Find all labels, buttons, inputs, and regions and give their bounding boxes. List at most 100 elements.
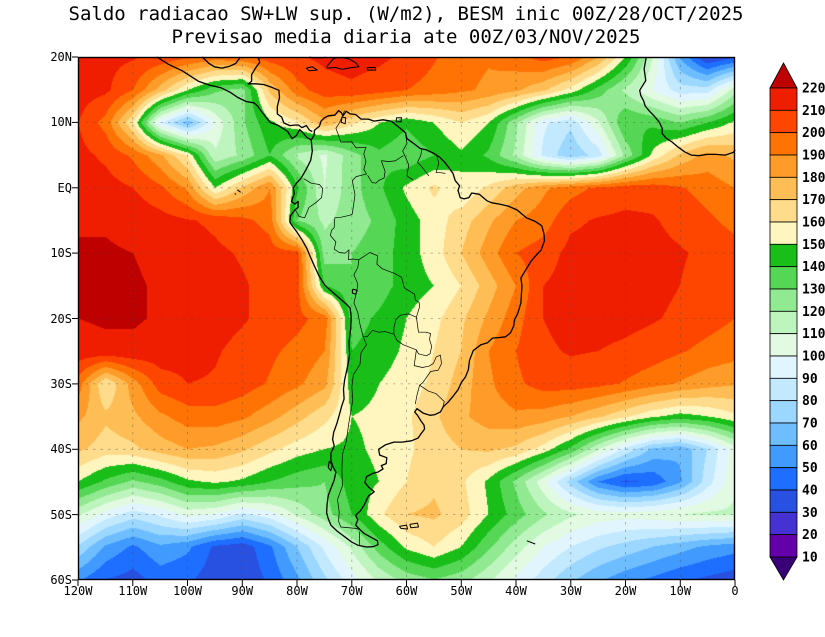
coastline bbox=[247, 56, 313, 133]
island-outline bbox=[399, 524, 409, 530]
lon-tick-label: 10W bbox=[669, 584, 692, 598]
lat-tick-label: 40S bbox=[50, 442, 72, 457]
lat-tick-label: 10S bbox=[50, 246, 72, 261]
lon-tick-label: 30W bbox=[559, 584, 582, 598]
lon-tick-label: 70W bbox=[340, 584, 363, 598]
colorbar-band bbox=[769, 109, 798, 134]
colorbar-tick-label: 40 bbox=[802, 484, 818, 499]
map-plot-area bbox=[72, 56, 736, 586]
island-outline bbox=[236, 189, 241, 193]
colorbar-tick-label: 190 bbox=[802, 149, 825, 164]
country-border bbox=[337, 302, 367, 531]
lon-tick-label: 60W bbox=[395, 584, 418, 598]
lat-tick-label: EQ bbox=[57, 180, 72, 195]
country-border bbox=[393, 317, 433, 357]
island-outline bbox=[366, 67, 377, 71]
colorbar-tick-label: 120 bbox=[802, 305, 825, 320]
lon-tick-label: 20W bbox=[614, 584, 637, 598]
map-overlay bbox=[72, 56, 736, 586]
colorbar-tick-label: 20 bbox=[802, 528, 818, 543]
country-border bbox=[402, 133, 414, 181]
colorbar-band bbox=[769, 333, 798, 357]
colorbar-tick-label: 210 bbox=[802, 104, 825, 119]
island-outline bbox=[234, 193, 237, 195]
island-outline bbox=[305, 66, 318, 72]
colorbar-band bbox=[769, 422, 798, 446]
lon-tick-label: 40W bbox=[505, 584, 527, 598]
colorbar-band bbox=[769, 199, 798, 223]
coastline bbox=[639, 56, 736, 157]
country-border bbox=[330, 110, 367, 261]
lat-tick-label: 60S bbox=[50, 573, 72, 587]
island-outline bbox=[351, 288, 358, 295]
colorbar-tick-label: 150 bbox=[802, 238, 825, 253]
colorbar-band bbox=[769, 87, 798, 111]
lon-tick-label: 100W bbox=[173, 584, 202, 598]
island-outline bbox=[395, 117, 403, 123]
colorbar-tick-label: 130 bbox=[802, 283, 825, 298]
island-outline bbox=[409, 522, 419, 529]
coastline bbox=[201, 56, 241, 69]
colorbar-tick-label: 80 bbox=[802, 394, 818, 409]
colorbar-band bbox=[769, 266, 798, 290]
colorbar-tick-label: 10 bbox=[802, 551, 818, 566]
country-border bbox=[413, 349, 442, 405]
colorbar-arrow-high bbox=[769, 62, 798, 89]
island-outline bbox=[526, 540, 536, 545]
lat-tick-label: 20S bbox=[50, 311, 72, 326]
island-outline bbox=[340, 116, 347, 125]
lat-tick-label: 50S bbox=[50, 507, 72, 522]
chart-title-line-1: Saldo radiacao SW+LW sup. (W/m2), BESM i… bbox=[68, 3, 744, 25]
lon-tick-label: 120W bbox=[63, 584, 93, 598]
lat-tick-label: 30S bbox=[50, 376, 72, 391]
colorbar-band bbox=[769, 377, 798, 402]
lon-tick-label: 90W bbox=[231, 584, 254, 598]
colorbar-tick-label: 60 bbox=[802, 439, 818, 454]
colorbar-tick-label: 180 bbox=[802, 171, 825, 186]
colorbar-band bbox=[769, 534, 798, 558]
country-border bbox=[419, 384, 445, 409]
colorbar-band bbox=[769, 444, 798, 469]
island-outline bbox=[327, 460, 333, 472]
colorbar-band bbox=[769, 467, 798, 491]
colorbar-band bbox=[769, 221, 798, 245]
lon-tick-label: 80W bbox=[286, 584, 308, 598]
colorbar-tick-label: 100 bbox=[802, 350, 825, 365]
country-border bbox=[435, 155, 446, 174]
lat-tick-label: 20N bbox=[50, 50, 72, 64]
country-border bbox=[295, 178, 324, 219]
colorbar-tick-label: 160 bbox=[802, 216, 825, 231]
chart-title-line-2: Previsao media diaria ate 00Z/03/NOV/202… bbox=[171, 26, 641, 48]
colorbar-tick-label: 110 bbox=[802, 327, 825, 342]
colorbar-tick-label: 70 bbox=[802, 417, 818, 432]
lon-tick-label: 110W bbox=[118, 584, 148, 598]
colorbar: 220 210 200 190 180 170 160 150 140 130 120 110 100 9… bbox=[769, 62, 825, 581]
colorbar-tick-label: 140 bbox=[802, 260, 825, 275]
colorbar-tick-label: 90 bbox=[802, 372, 818, 387]
colorbar-tick-label: 50 bbox=[802, 461, 818, 476]
colorbar-band bbox=[769, 243, 798, 268]
lon-tick-label: 0 bbox=[731, 584, 739, 598]
country-border bbox=[417, 149, 430, 177]
colorbar-arrow-low bbox=[769, 556, 798, 581]
colorbar-tick-label: 220 bbox=[802, 82, 825, 97]
country-border bbox=[367, 155, 404, 184]
colorbar-tick-label: 200 bbox=[802, 126, 825, 141]
coastline bbox=[156, 56, 546, 548]
lat-tick-label: 10N bbox=[50, 115, 72, 130]
plot-frame bbox=[77, 56, 736, 581]
island-outline bbox=[326, 57, 360, 70]
colorbar-band bbox=[769, 400, 798, 424]
colorbar-tick-label: 30 bbox=[802, 506, 818, 521]
colorbar-band bbox=[769, 310, 798, 335]
colorbar-band bbox=[769, 176, 798, 201]
colorbar-band bbox=[769, 288, 798, 312]
colorbar-band bbox=[769, 132, 798, 156]
country-border bbox=[353, 252, 420, 338]
colorbar-band bbox=[769, 489, 798, 513]
colorbar-band bbox=[769, 154, 798, 178]
colorbar-band bbox=[769, 355, 798, 379]
colorbar-band bbox=[769, 511, 798, 536]
lon-tick-label: 50W bbox=[450, 584, 473, 598]
